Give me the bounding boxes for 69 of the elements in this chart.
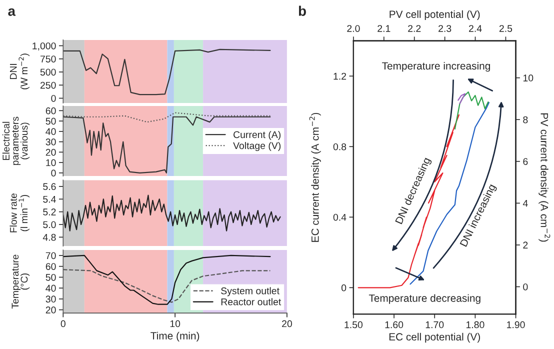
x-tick-label: 20 — [282, 320, 292, 328]
y-tick-label: 5.0 — [43, 221, 56, 228]
y-tick-label: 60 — [46, 263, 56, 270]
x-axis-title: Time (min) — [150, 332, 200, 342]
y-axis-title: DNI (W m$^{−2}$) — [10, 54, 30, 90]
legend-label: Voltage (V) — [233, 142, 281, 152]
y2-tick-label: 10 — [523, 74, 534, 82]
y-tick-label: 50 — [46, 118, 56, 125]
y2-tick-label: 0 — [523, 283, 528, 290]
legend-label: Current (A) — [234, 130, 281, 140]
x2-tick-label: 2.2 — [408, 25, 421, 32]
y-tick-label: 20 — [46, 148, 56, 156]
x-tick-label: 1.70 — [426, 321, 444, 328]
text: b — [298, 6, 306, 16]
x-axis-title: EC cell potential (V) — [389, 332, 480, 343]
line-series — [63, 48, 271, 96]
x2-tick-label: 2.3 — [438, 25, 452, 32]
y2-axis-title: PV current density (A cm$^{−2}$) — [538, 113, 550, 242]
line-series — [358, 114, 460, 288]
y-tick-label: 0 — [51, 94, 56, 102]
y-tick-label: 0 — [341, 284, 346, 292]
line-series — [458, 93, 466, 104]
x-tick-label: 0 — [60, 320, 66, 328]
legend-label: Reactor outlet — [221, 298, 282, 306]
y-tick-label: 0.4 — [333, 214, 346, 221]
y-tick-label: 40 — [46, 128, 56, 136]
y-tick-label: 30 — [46, 138, 56, 146]
y-axis-title: Flow rate (l min$^{−1}$) — [10, 194, 30, 232]
y-tick-label: 40 — [46, 284, 56, 292]
y-tick-label: 500 — [40, 68, 56, 76]
line-series — [454, 91, 489, 130]
x2-tick-label: 2.1 — [378, 25, 390, 32]
y-tick-label: 30 — [46, 296, 56, 303]
y-tick-label: 250 — [40, 82, 56, 89]
x2-axis-title: PV cell potential (V) — [390, 10, 480, 20]
line-series — [63, 194, 281, 232]
x2-tick-label: 2.4 — [469, 25, 482, 32]
y-tick-label: 750 — [40, 56, 56, 62]
y2-tick-label: 8 — [523, 116, 528, 124]
y2-tick-label: 6 — [523, 158, 528, 165]
x-tick-label: 1.60 — [385, 321, 404, 328]
annotation: Temperature increasing — [382, 62, 490, 72]
x-tick-label: 1.50 — [344, 321, 363, 328]
x2-tick-label: 2.5 — [499, 25, 512, 32]
y-axis-title: Electrical parameters (various) — [2, 116, 30, 165]
y-tick-label: 0.8 — [333, 143, 346, 150]
x-tick-label: 10 — [170, 320, 180, 328]
y-tick-label: 1.2 — [334, 72, 346, 80]
x-tick-label: 1.80 — [466, 321, 484, 328]
x2-tick-label: 2.0 — [347, 25, 360, 32]
y-tick-label: 0 — [51, 170, 56, 177]
y2-tick-label: 2 — [523, 242, 528, 248]
y-tick-label: 5.2 — [43, 208, 56, 216]
y-tick-label: 5.4 — [43, 196, 56, 203]
y-tick-label: 70 — [46, 252, 56, 260]
y-tick-label: 20 — [46, 306, 56, 314]
y-tick-label: 1,000 — [32, 42, 56, 50]
y-tick-label: 60 — [46, 107, 56, 114]
y-axis-title: Temperature (°C) — [12, 254, 30, 309]
x-tick-label: 1.90 — [507, 321, 525, 328]
legend-label: System outlet — [221, 287, 280, 296]
text: a — [8, 8, 16, 16]
y-tick-label: 5.6 — [43, 183, 56, 190]
y-tick-label: 4.8 — [42, 234, 56, 241]
annotation: Temperature decreasing — [368, 294, 480, 304]
y2-tick-label: 4 — [522, 200, 528, 207]
y-axis-title: EC current density (A cm$^{−2}$) — [309, 112, 321, 242]
y-tick-label: 50 — [46, 274, 56, 281]
y-tick-label: 10 — [46, 159, 56, 166]
